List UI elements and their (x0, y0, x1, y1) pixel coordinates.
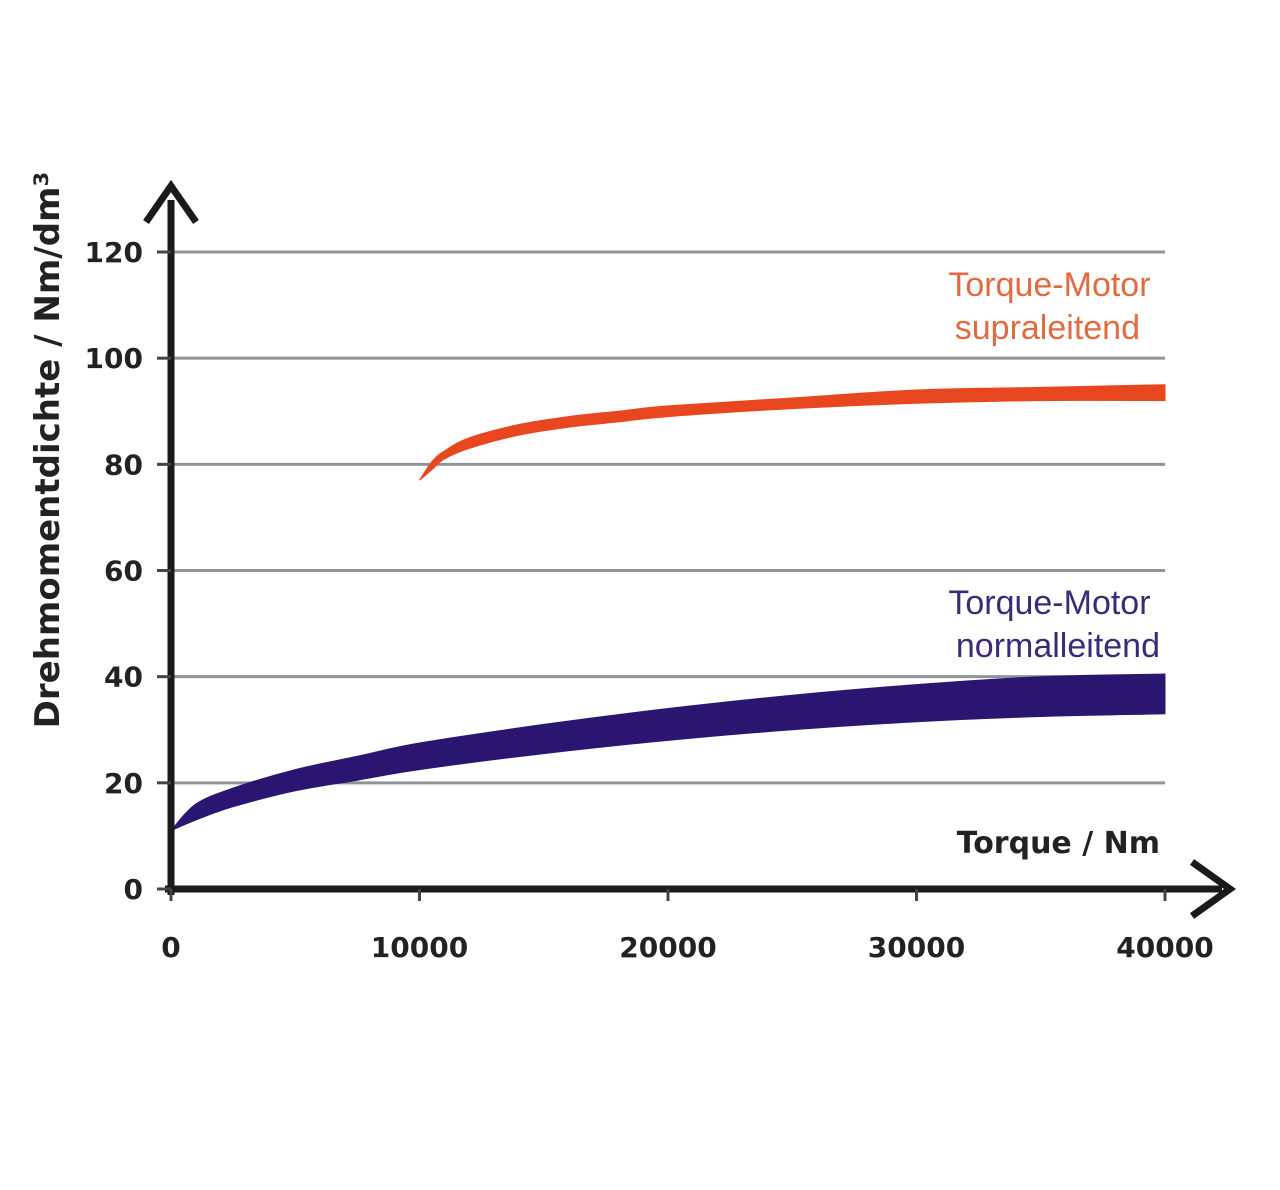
y-axis-title: Drehmomentdichte / Nm/dm³ (28, 172, 68, 729)
series-label-normalleitend: Torque-Motor normalleitend (948, 584, 1160, 665)
x-tick-label: 30000 (868, 931, 965, 964)
y-tick-label: 40 (104, 661, 143, 694)
y-tick-label: 60 (104, 555, 143, 588)
grid-lines (171, 250, 1165, 785)
x-tick-labels: 0 10000 20000 30000 40000 (161, 889, 1214, 964)
series-label-normalleitend-line-1: Torque-Motor (948, 584, 1150, 622)
series-band-normalleitend (170, 673, 1166, 832)
y-tick-label: 0 (124, 873, 143, 906)
series-bands (170, 384, 1166, 832)
axes (143, 179, 1237, 919)
series-label-normalleitend-line-2: normalleitend (956, 627, 1160, 665)
series-labels: Torque-Motor supraleitend Torque-Motor n… (948, 266, 1160, 665)
y-tick-label: 100 (85, 342, 143, 375)
series-label-supraleitend-line-2: supraleitend (955, 309, 1140, 347)
series-label-supraleitend: Torque-Motor supraleitend (948, 266, 1160, 347)
x-tick-label: 40000 (1116, 931, 1213, 964)
series-band-supraleitend (419, 384, 1166, 481)
y-tick-labels: 0 20 40 60 80 100 120 (85, 236, 171, 906)
x-tick-label: 0 (161, 931, 180, 964)
x-axis-title: Torque / Nm (957, 826, 1160, 861)
y-tick-label: 80 (104, 448, 143, 481)
x-axis-arrowhead (1189, 859, 1237, 919)
y-tick-label: 20 (104, 767, 143, 800)
x-tick-label: 20000 (619, 931, 716, 964)
series-label-supraleitend-line-1: Torque-Motor (948, 266, 1150, 304)
y-axis-arrowhead (143, 179, 199, 224)
y-tick-label: 120 (85, 236, 143, 269)
x-tick-label: 10000 (371, 931, 468, 964)
